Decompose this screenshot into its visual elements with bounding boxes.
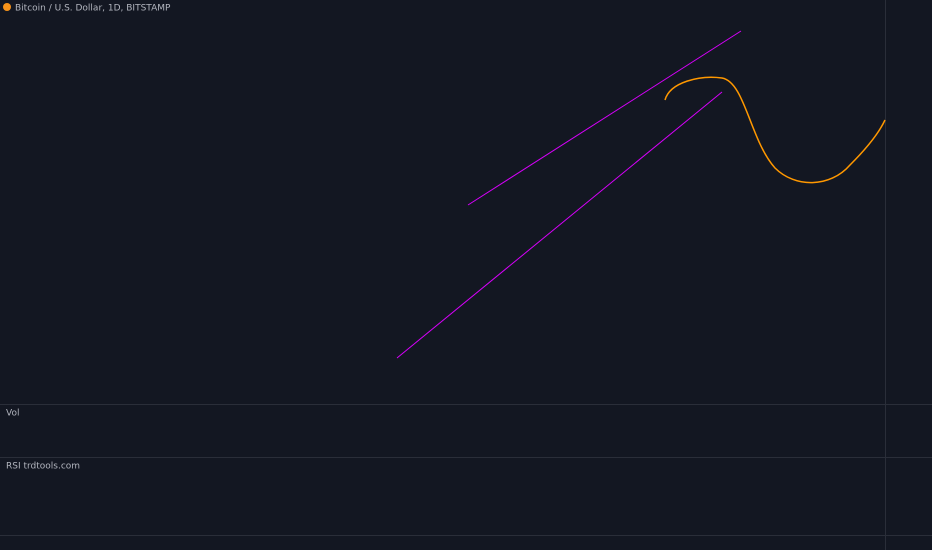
volume-title: Vol [6, 409, 19, 419]
chart-title: Bitcoin / U.S. Dollar, 1D, BITSTAMP [15, 4, 171, 14]
channel-upper [467, 30, 742, 206]
symbol-icon [3, 3, 11, 11]
channel-lower [396, 91, 723, 359]
rsi-title: RSI trdtools.com [6, 462, 80, 472]
projection-curve [664, 76, 886, 184]
